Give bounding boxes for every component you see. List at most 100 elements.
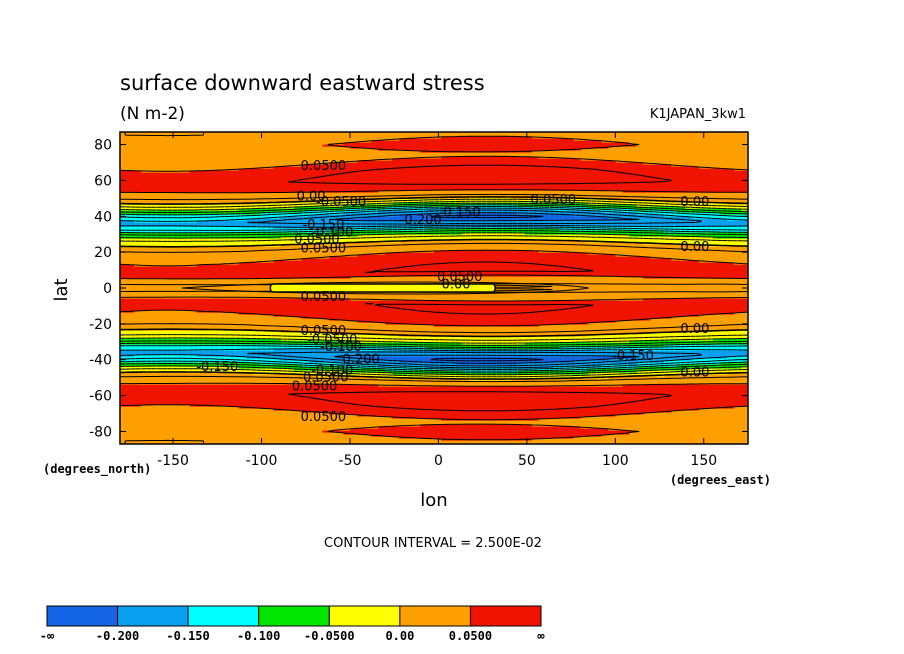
band-cell <box>566 408 575 411</box>
band-cell <box>727 438 735 441</box>
band-cell <box>385 386 393 389</box>
band-cell <box>329 406 337 409</box>
band-cell <box>133 432 142 435</box>
band-cell <box>517 442 526 444</box>
band-cell <box>447 398 456 401</box>
band-cell <box>741 434 748 437</box>
band-cell <box>364 386 372 389</box>
band-cell <box>482 356 491 359</box>
band-cell <box>231 370 240 373</box>
band-cell <box>399 406 407 409</box>
band-cell <box>545 386 554 389</box>
band-cell <box>510 442 519 444</box>
band-cell <box>587 356 596 359</box>
band-cell <box>503 406 512 409</box>
band-cell <box>650 386 658 389</box>
band-cell <box>580 386 589 389</box>
band-cell <box>685 398 693 401</box>
band-cell <box>343 380 351 383</box>
band-cell <box>420 382 428 385</box>
band-cell <box>203 428 212 431</box>
band-cell <box>238 384 247 387</box>
band-cell <box>454 430 463 433</box>
band-cell <box>315 396 323 399</box>
band-cell <box>301 384 309 387</box>
band-cell <box>580 410 589 413</box>
band-cell <box>175 366 184 369</box>
band-cell <box>140 378 149 381</box>
band-cell <box>133 388 142 391</box>
band-cell <box>727 442 735 444</box>
band-cell <box>120 380 128 383</box>
band-cell <box>538 400 547 403</box>
band-cell <box>238 410 247 413</box>
band-cell <box>734 426 742 429</box>
band-cell <box>189 390 198 393</box>
band-cell <box>573 438 582 441</box>
band-cell <box>573 410 582 413</box>
band-cell <box>559 430 568 433</box>
band-cell <box>357 422 365 425</box>
band-cell <box>461 432 470 435</box>
band-cell <box>566 434 575 437</box>
band-cell <box>420 388 428 391</box>
band-cell <box>741 408 748 411</box>
band-cell <box>126 356 135 359</box>
band-cell <box>489 436 498 439</box>
band-cell <box>252 354 261 357</box>
band-cell <box>643 420 651 423</box>
band-cell <box>217 392 226 395</box>
band-cell <box>538 362 547 365</box>
band-cell <box>406 410 414 413</box>
band-cell <box>692 396 700 399</box>
band-cell <box>322 422 330 425</box>
band-cell <box>657 438 665 441</box>
band-cell <box>287 360 296 363</box>
band-cell <box>420 398 428 401</box>
band-cell <box>329 388 337 391</box>
band-cell <box>364 420 372 423</box>
band-cell <box>650 408 658 411</box>
band-cell <box>699 404 707 407</box>
band-cell <box>301 354 309 357</box>
band-cell <box>671 414 679 417</box>
band-cell <box>517 390 526 393</box>
band-cell <box>573 440 582 443</box>
band-cell <box>517 392 526 395</box>
band-cell <box>175 386 184 389</box>
band-cell <box>727 414 735 417</box>
band-cell <box>245 384 254 387</box>
band-cell <box>161 418 170 421</box>
band-cell <box>601 426 610 429</box>
band-cell <box>287 428 296 431</box>
band-cell <box>643 380 651 383</box>
band-cell <box>280 396 289 399</box>
band-cell <box>454 422 463 425</box>
band-cell <box>601 406 610 409</box>
band-cell <box>482 416 491 419</box>
band-cell <box>406 406 414 409</box>
band-cell <box>343 422 351 425</box>
band-cell <box>427 406 435 409</box>
band-cell <box>510 436 519 439</box>
band-cell <box>315 376 323 379</box>
band-cell <box>622 404 630 407</box>
band-cell <box>126 438 135 441</box>
band-cell <box>301 372 309 375</box>
band-cell <box>706 436 714 439</box>
band-cell <box>601 410 610 413</box>
band-cell <box>517 386 526 389</box>
band-cell <box>734 364 742 367</box>
band-cell <box>650 400 658 403</box>
band-cell <box>210 424 219 427</box>
band-cell <box>168 410 177 413</box>
band-cell <box>503 394 512 397</box>
band-cell <box>154 408 163 411</box>
band-cell <box>517 428 526 431</box>
band-cell <box>245 390 254 393</box>
band-cell <box>371 398 379 401</box>
band-cell <box>545 404 554 407</box>
band-cell <box>720 360 728 363</box>
band-cell <box>315 410 323 413</box>
band-cell <box>692 366 700 369</box>
